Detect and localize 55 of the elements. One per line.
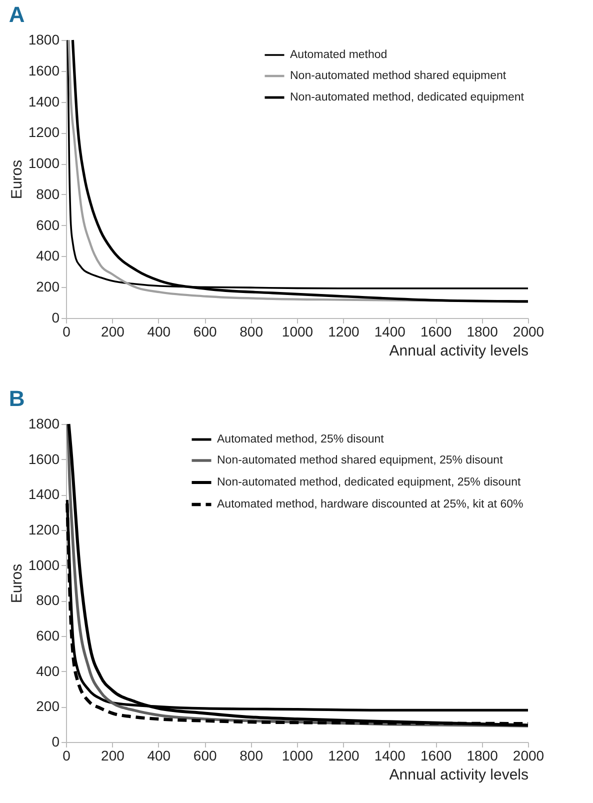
legend-label: Automated method [290,49,388,61]
x-tick-label: 600 [193,748,217,764]
y-tick-label: 200 [36,698,60,714]
y-tick-label: 1600 [28,62,60,78]
x-tick-label: 1400 [374,324,406,340]
chart-title: B [8,386,25,411]
x-axis-title: Annual activity levels [389,766,528,784]
x-tick-label: 400 [147,324,171,340]
x-tick-label: 0 [62,324,71,340]
y-tick-label: 1400 [28,486,60,502]
legend-label: Non-automated method shared equipment, 25% disount [217,454,504,466]
x-tick-label: 0 [62,748,71,764]
y-tick-label: 1600 [28,450,60,467]
legend-label: Automated method, 25% disount [217,434,385,446]
y-tick-label: 200 [36,278,60,295]
x-tick-label: 200 [101,324,125,340]
y-tick-label: 600 [36,216,60,233]
x-tick-label: 1600 [420,748,452,764]
x-tick-label: 2000 [512,324,544,340]
legend-label: Automated method, hardware discounted at 25%, kit at 60% [217,498,524,510]
chart-title: A [8,2,25,27]
x-tick-label: 1800 [466,748,498,764]
y-axis-title: Euros [8,564,26,604]
y-tick-label: 0 [52,734,60,750]
y-tick-label: 1200 [28,522,60,538]
x-tick-label: 1200 [328,748,360,764]
y-tick-label: 1800 [28,416,60,432]
y-tick-label: 1000 [28,556,60,573]
x-tick-label: 400 [147,748,171,764]
y-tick-label: 1800 [28,32,60,48]
y-tick-label: 1000 [28,155,60,172]
x-axis-title: Annual activity levels [389,342,528,360]
x-tick-label: 200 [101,748,125,764]
y-tick-label: 1200 [28,124,60,140]
y-tick-label: 800 [36,592,60,608]
y-axis-title: Euros [8,160,26,200]
x-tick-label: 600 [193,324,217,340]
x-tick-label: 1600 [420,324,452,340]
x-tick-label: 2000 [512,748,544,764]
legend-label: Non-automated method, dedicated equipment, 25% disount [217,476,522,488]
x-tick-label: 1800 [466,324,498,340]
legend-label: Non-automated method shared equipment [290,70,507,82]
y-tick-label: 800 [36,186,60,202]
legend-label: Non-automated method, dedicated equipment [290,92,525,104]
y-tick-label: 0 [52,310,60,326]
x-tick-label: 1200 [328,324,360,340]
x-tick-label: 800 [240,324,264,340]
y-tick-label: 400 [36,248,60,264]
x-tick-label: 800 [240,748,264,764]
y-tick-label: 1400 [28,93,60,110]
x-tick-label: 1000 [282,324,314,340]
y-tick-label: 600 [36,628,60,644]
x-tick-label: 1400 [374,748,406,764]
y-tick-label: 400 [36,662,60,679]
x-tick-label: 1000 [282,748,314,764]
